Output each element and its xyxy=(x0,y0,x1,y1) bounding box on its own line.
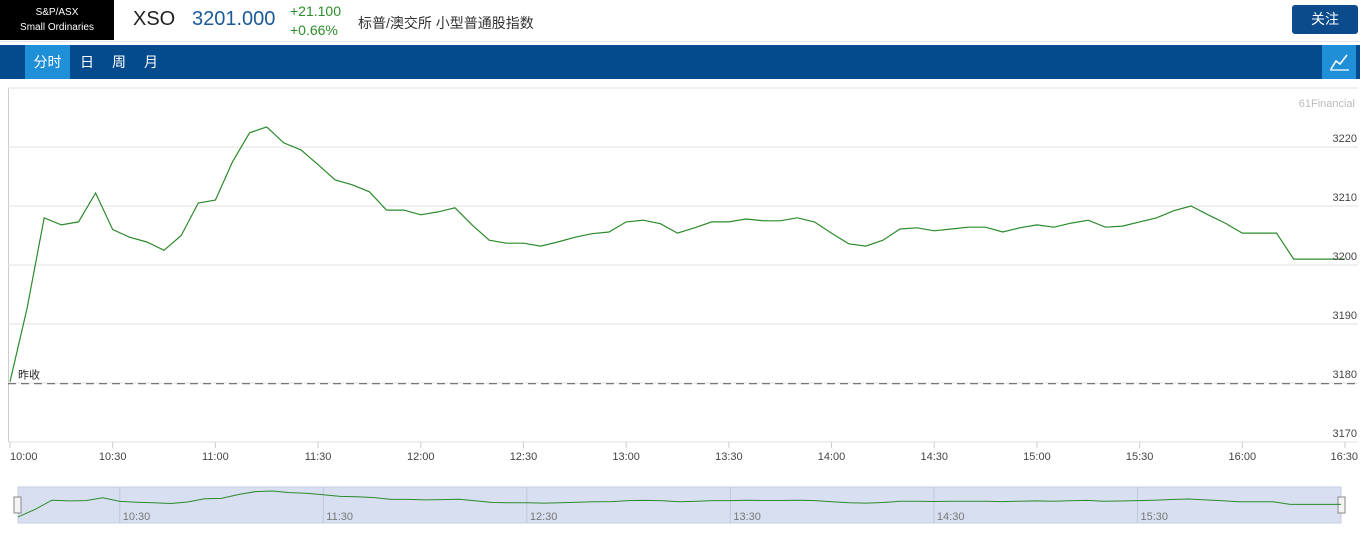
chart-icon-button[interactable] xyxy=(1322,45,1356,79)
navigator[interactable] xyxy=(17,486,1342,524)
badge-line: Small Ordinaries xyxy=(20,22,94,33)
x-tick-label: 13:30 xyxy=(715,451,743,463)
tab-bar: 分时 日 周 月 xyxy=(0,45,1360,79)
index-name: 标普/澳交所 小型普通股指数 xyxy=(358,15,534,31)
badge-line: S&P/ASX xyxy=(35,7,79,18)
x-tick-label: 16:00 xyxy=(1229,451,1257,463)
reference-label: 昨收 xyxy=(18,368,40,382)
x-tick-label: 12:00 xyxy=(407,451,435,463)
index-badge: S&P/ASX Small Ordinaries xyxy=(0,0,114,40)
x-tick-label: 15:30 xyxy=(1126,451,1154,463)
navigator-tick-label: 11:30 xyxy=(326,511,353,523)
y-tick-label: 3180 xyxy=(1333,369,1357,381)
x-tick-label: 10:00 xyxy=(10,451,38,463)
watermark: 61Financial xyxy=(1299,98,1355,110)
x-tick-label: 14:30 xyxy=(920,451,948,463)
change: +21.100 +0.66% xyxy=(290,2,341,40)
navigator-tick-label: 10:30 xyxy=(123,511,151,523)
y-tick-label: 3200 xyxy=(1333,251,1357,263)
header: S&P/ASX Small Ordinaries XSO 3201.000 +21… xyxy=(0,0,1360,42)
change-abs: +21.100 xyxy=(290,3,341,19)
follow-button[interactable]: 关注 xyxy=(1292,5,1358,34)
navigator-tick-label: 14:30 xyxy=(937,511,965,523)
y-tick-label: 3190 xyxy=(1333,310,1357,322)
price: 3201.000 xyxy=(192,8,276,30)
x-tick-label: 14:00 xyxy=(818,451,846,463)
change-pct: +0.66% xyxy=(290,22,338,38)
navigator-handle[interactable] xyxy=(13,496,22,514)
x-tick-label: 12:30 xyxy=(510,451,538,463)
x-tick-label: 13:00 xyxy=(612,451,640,463)
symbol: XSO xyxy=(133,8,176,30)
navigator-line xyxy=(17,490,1341,518)
x-tick-label: 11:30 xyxy=(305,451,332,463)
tab[interactable]: 日 xyxy=(80,54,94,70)
x-tick-label: 16:30 xyxy=(1330,451,1358,463)
tab[interactable]: 分时 xyxy=(25,45,70,79)
tab[interactable]: 周 xyxy=(112,54,126,70)
x-tick-label: 15:00 xyxy=(1023,451,1051,463)
chart-icon xyxy=(1330,54,1349,71)
navigator-handle[interactable] xyxy=(1337,496,1346,514)
tab[interactable]: 月 xyxy=(144,54,158,70)
x-tick-label: 11:00 xyxy=(202,451,229,463)
navigator-tick-label: 12:30 xyxy=(530,511,558,523)
navigator-tick-label: 15:30 xyxy=(1140,511,1168,523)
y-tick-label: 3220 xyxy=(1333,133,1357,145)
price-line xyxy=(9,126,1345,382)
y-tick-label: 3210 xyxy=(1333,192,1357,204)
navigator-tick-label: 13:30 xyxy=(733,511,761,523)
y-tick-label: 3170 xyxy=(1333,428,1357,440)
x-tick-label: 10:30 xyxy=(99,451,127,463)
